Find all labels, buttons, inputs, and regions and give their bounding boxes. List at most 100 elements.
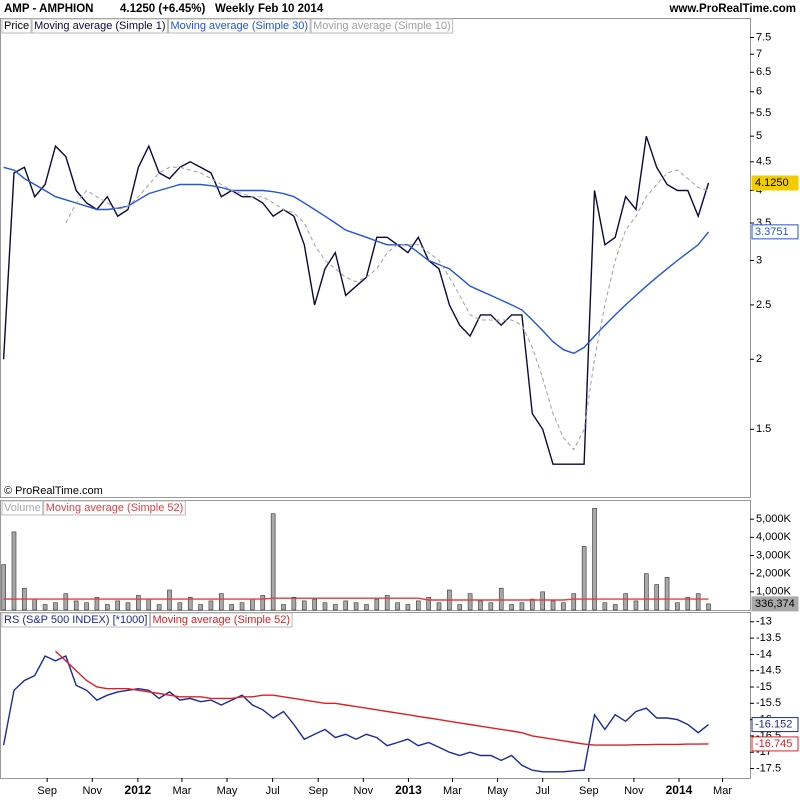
value-marker-label: 4.1250 xyxy=(755,177,789,189)
series-line xyxy=(3,597,709,601)
legend-entry: Moving average (Simple 1) xyxy=(34,20,165,32)
x-tick-label: Jul xyxy=(536,785,550,797)
volume-bar xyxy=(167,589,172,611)
series-line xyxy=(3,166,710,355)
volume-bar xyxy=(136,595,141,611)
volume-bar xyxy=(654,584,660,611)
y-tick-label: 6.5 xyxy=(756,66,771,78)
volume-bar xyxy=(509,604,514,611)
volume-bar xyxy=(374,598,380,611)
legend-entry: Moving average (Simple 52) xyxy=(152,614,290,626)
y-tick-label: 2,000K xyxy=(756,568,792,580)
legend-box xyxy=(168,18,311,34)
volume-bar xyxy=(32,598,38,611)
volume-bar xyxy=(685,596,691,611)
y-tick-label: -14.5 xyxy=(756,665,781,677)
y-tick-label: 5 xyxy=(756,130,762,142)
copyright: © ProRealTime.com xyxy=(4,485,103,497)
volume-bar xyxy=(301,600,307,611)
y-tick-label: 2.5 xyxy=(756,299,771,311)
rs-panel xyxy=(0,612,751,779)
y-tick-label: -14 xyxy=(756,648,772,660)
value-marker-label: 3.3751 xyxy=(755,226,789,238)
legend-box xyxy=(1,500,44,516)
x-tick-label: Nov xyxy=(624,785,644,797)
x-tick-label: May xyxy=(487,785,508,797)
volume-bar xyxy=(343,600,349,611)
y-tick-label: 6 xyxy=(756,86,762,98)
volume-bar xyxy=(664,576,670,611)
volume-bar xyxy=(426,596,431,611)
y-tick-label: 1.5 xyxy=(756,423,771,435)
x-tick-label: Nov xyxy=(82,785,102,797)
value-marker-label: -16.152 xyxy=(755,718,792,730)
y-tick-label: 2 xyxy=(756,353,762,365)
y-tick-label: 7 xyxy=(756,48,762,60)
x-tick-label: Mar xyxy=(172,785,191,797)
volume-bar xyxy=(115,600,120,611)
x-tick-label: Sep xyxy=(579,785,599,797)
last-price: 4.1250 (+6.45%) xyxy=(120,3,206,15)
volume-bar xyxy=(187,596,193,611)
volume-bar xyxy=(395,602,400,611)
x-tick-label: 2012 xyxy=(125,783,152,797)
value-marker xyxy=(751,717,799,733)
legend-entry: Volume xyxy=(4,502,41,514)
volume-bar xyxy=(333,604,338,611)
x-tick-label: Nov xyxy=(354,785,374,797)
x-tick-label: May xyxy=(217,785,238,797)
volume-bar xyxy=(219,593,224,611)
volume-bar xyxy=(498,587,504,611)
y-tick-label: 5,000K xyxy=(756,513,792,525)
value-marker xyxy=(751,175,799,191)
volume-bar xyxy=(488,602,494,611)
volume-bar xyxy=(540,591,545,611)
volume-bar xyxy=(270,513,276,611)
value-marker-label: -16.745 xyxy=(755,738,792,750)
y-tick-label: -15.5 xyxy=(756,697,781,709)
y-tick-label: -17.5 xyxy=(756,762,781,774)
volume-bar xyxy=(208,600,214,611)
date: Feb 10 2014 xyxy=(258,3,324,15)
x-tick-label: Sep xyxy=(308,785,328,797)
volume-bar xyxy=(250,598,255,611)
legend-box xyxy=(1,612,150,628)
y-tick-label: -13.5 xyxy=(756,632,781,644)
volume-bar xyxy=(695,593,701,611)
y-tick-label: 3,000K xyxy=(756,549,792,561)
x-tick-label: Sep xyxy=(37,785,57,797)
y-tick-label: -15 xyxy=(756,681,772,693)
volume-bar xyxy=(561,602,566,611)
volume-bar xyxy=(644,573,649,611)
x-tick-label: 2013 xyxy=(395,783,422,797)
series-line xyxy=(2,655,709,773)
site: www.ProRealTime.com xyxy=(668,3,796,15)
volume-bar xyxy=(457,604,463,611)
volume-bar xyxy=(478,600,483,611)
instrument-title: AMP - AMPHION xyxy=(4,3,93,15)
y-tick-label: -13 xyxy=(756,616,772,628)
legend-entry: Moving average (Simple 10) xyxy=(313,20,451,32)
volume-bar xyxy=(675,602,680,611)
volume-bar xyxy=(415,600,421,611)
value-marker xyxy=(751,596,799,612)
volume-bar xyxy=(146,598,152,611)
y-tick-label: 5.5 xyxy=(756,107,771,119)
y-tick-label: 7.5 xyxy=(756,31,771,43)
legend-entry: Moving average (Simple 30) xyxy=(171,20,309,32)
period: Weekly xyxy=(215,3,255,15)
x-tick-label: Jul xyxy=(266,785,280,797)
volume-bar xyxy=(239,602,245,611)
legend-box xyxy=(310,18,454,34)
volume-bar xyxy=(281,604,286,611)
legend-box xyxy=(43,500,186,516)
volume-bar xyxy=(53,602,58,611)
volume-bar xyxy=(291,596,297,611)
volume-bar xyxy=(198,604,203,611)
volume-bar xyxy=(530,598,535,611)
volume-bar xyxy=(384,595,390,611)
y-tick-label: 4.5 xyxy=(756,156,771,168)
value-marker xyxy=(751,224,799,240)
legend-entry: RS (S&P 500 INDEX) [*1000] xyxy=(4,614,147,626)
